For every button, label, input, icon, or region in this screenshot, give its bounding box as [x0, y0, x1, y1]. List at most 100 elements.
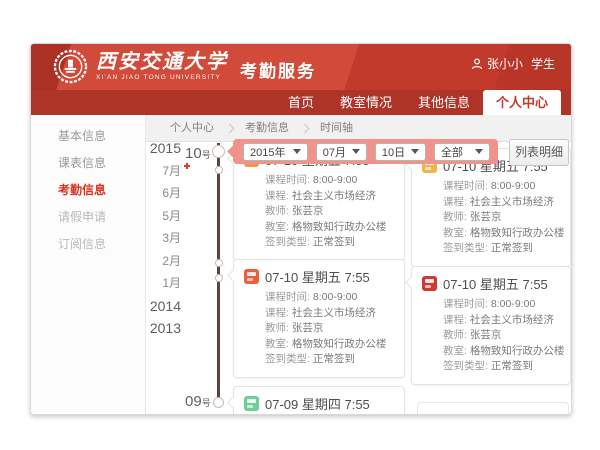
timeline-node-medium: [213, 397, 224, 408]
field-value: 社会主义市场经济: [291, 189, 376, 202]
attendance-card[interactable]: 07-10 星期五 7:55 课程时间:8:00-9:00 课程:社会主义市场经…: [405, 266, 571, 385]
card-date: 07-09 星期四 7:55: [265, 397, 370, 412]
field-value: 8:00-9:00: [490, 298, 536, 310]
nav-item-personal-center[interactable]: 个人中心: [482, 90, 561, 115]
filter-bar: 2015年 07月 10日 全部: [227, 139, 498, 164]
field-label: 教室:: [265, 337, 289, 350]
timeline-day-10[interactable]: 10号: [185, 145, 211, 163]
month-select-value: 07月: [322, 146, 347, 159]
app-header: 西安交通大学 XI'AN JIAO TONG UNIVERSITY 考勤服务 张…: [31, 44, 571, 90]
attendance-card-peek[interactable]: [417, 402, 569, 414]
field-label: 教师:: [265, 205, 289, 217]
field-label: 课程:: [443, 195, 467, 208]
month-jan[interactable]: 1月: [162, 276, 181, 290]
day-number: 10: [185, 145, 202, 162]
card-pointer: [227, 396, 240, 409]
attendance-card[interactable]: 07-10 星期五 7:55 课程时间:8:00-9:00 课程:社会主义市场经…: [227, 259, 405, 378]
user-role: 学生: [530, 57, 555, 71]
field-value: 张芸京: [291, 205, 324, 217]
field-value: 张芸京: [469, 211, 502, 223]
current-month-marker: [184, 163, 190, 169]
field-label: 课程时间:: [443, 298, 488, 310]
year-select-value: 2015年: [250, 146, 286, 159]
field-value: 张芸京: [469, 329, 502, 341]
card-pointer: [227, 269, 240, 282]
sign-type-icon: [422, 276, 437, 291]
field-label: 课程:: [265, 189, 289, 202]
year-2013[interactable]: 2013: [149, 320, 181, 336]
field-value: 8:00-9:00: [312, 174, 358, 186]
chevron-down-icon: [475, 149, 483, 154]
month-jun[interactable]: 6月: [162, 186, 181, 200]
university-name-cn: 西安交通大学: [96, 50, 228, 73]
service-title: 考勤服务: [240, 62, 316, 81]
field-value: 正常签到: [312, 353, 355, 365]
sidebar: 基本信息 课表信息 考勤信息 请假申请 订阅信息: [31, 115, 146, 414]
field-label: 签到类型:: [265, 236, 310, 248]
field-value: 格物致知行政办公楼: [469, 226, 565, 239]
year-2014[interactable]: 2014: [149, 297, 181, 314]
attendance-card[interactable]: 07-09 星期四 7:55: [227, 386, 405, 414]
content-area: 基本信息 课表信息 考勤信息 请假申请 订阅信息 个人中心 考勤信息 时间轴 2…: [31, 115, 571, 414]
sidebar-item-schedule-info[interactable]: 课表信息: [58, 156, 107, 170]
field-value: 格物致知行政办公楼: [291, 220, 387, 233]
timeline-day-09[interactable]: 09号: [185, 393, 211, 411]
field-label: 课程:: [443, 313, 467, 326]
day-select[interactable]: 10日: [374, 142, 426, 161]
nav-item-home[interactable]: 首页: [287, 95, 314, 110]
field-label: 课程时间:: [265, 291, 310, 303]
field-label: 课程:: [265, 306, 289, 319]
field-label: 课程时间:: [443, 180, 488, 192]
field-label: 签到类型:: [265, 353, 310, 365]
month-mar[interactable]: 3月: [162, 231, 181, 245]
field-label: 签到类型:: [443, 242, 488, 254]
field-value: 8:00-9:00: [312, 291, 358, 303]
day-select-value: 10日: [381, 146, 406, 159]
card-pointer: [405, 276, 418, 289]
sidebar-item-attendance-info[interactable]: 考勤信息: [58, 183, 107, 197]
month-select[interactable]: 07月: [315, 142, 367, 161]
year-2015[interactable]: 2015: [149, 140, 181, 156]
sidebar-item-basic-info[interactable]: 基本信息: [58, 129, 107, 143]
chevron-right-icon: [299, 123, 310, 133]
nav-item-classrooms[interactable]: 教室情况: [339, 95, 392, 110]
field-value: 社会主义市场经济: [291, 306, 376, 319]
month-may[interactable]: 5月: [162, 208, 181, 223]
breadcrumb: 个人中心 考勤信息 时间轴: [146, 115, 571, 142]
sidebar-item-leave-request[interactable]: 请假申请: [58, 210, 107, 224]
breadcrumb-attendance-info[interactable]: 考勤信息: [245, 122, 289, 134]
chevron-right-icon: [224, 123, 235, 133]
attendance-card[interactable]: 07-10 星期五 7:55 课程时间:8:00-9:00 课程:社会主义市场经…: [405, 148, 571, 267]
month-feb[interactable]: 2月: [162, 253, 181, 268]
sidebar-item-subscription-info[interactable]: 订阅信息: [58, 237, 107, 251]
field-value: 正常签到: [490, 242, 533, 254]
sign-type-icon: [244, 269, 259, 284]
field-value: 正常签到: [490, 360, 533, 372]
field-label: 教室:: [443, 344, 467, 357]
nav-item-other-info[interactable]: 其他信息: [417, 95, 470, 110]
field-label: 教师:: [443, 329, 467, 341]
field-value: 社会主义市场经济: [469, 195, 554, 208]
day-suffix: 号: [201, 398, 211, 408]
list-detail-button[interactable]: 列表明细: [509, 139, 569, 166]
field-label: 签到类型:: [443, 360, 488, 372]
field-label: 教室:: [265, 220, 289, 233]
chevron-down-icon: [292, 149, 301, 154]
timeline-node-small: [214, 166, 223, 174]
timeline-node-small: [214, 274, 223, 282]
field-label: 教师:: [265, 322, 289, 334]
user-info[interactable]: 张小小 学生: [471, 55, 555, 72]
card-date: 07-10 星期五 7:55: [265, 270, 370, 285]
breadcrumb-personal-center[interactable]: 个人中心: [170, 122, 214, 134]
timeline-node-large: [212, 145, 225, 158]
chevron-down-icon: [411, 149, 419, 154]
main-nav: 首页 教室情况 其他信息 个人中心: [31, 90, 571, 115]
card-date: 07-10 星期五 7:55: [443, 277, 548, 292]
breadcrumb-timeline[interactable]: 时间轴: [320, 122, 353, 134]
year-select[interactable]: 2015年: [243, 142, 308, 161]
type-select[interactable]: 全部: [434, 142, 490, 161]
month-jul[interactable]: 7月: [162, 163, 181, 178]
field-value: 格物致知行政办公楼: [469, 344, 565, 357]
field-value: 社会主义市场经济: [469, 313, 554, 326]
university-emblem-icon: [53, 49, 88, 84]
